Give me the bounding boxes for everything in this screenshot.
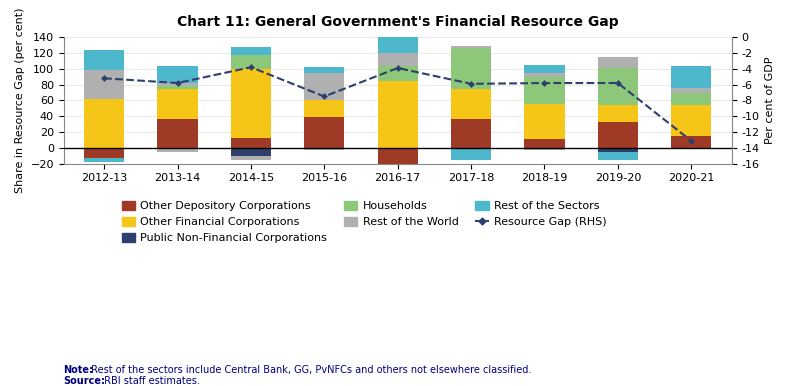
Bar: [525, 139, 565, 148]
Bar: [84, 69, 124, 99]
Text: RBI staff estimates.: RBI staff estimates.: [101, 376, 200, 386]
Y-axis label: Per cent of GDP: Per cent of GDP: [765, 57, 775, 144]
Bar: [304, 73, 344, 100]
Text: Note:: Note:: [63, 365, 93, 375]
Bar: [451, 148, 491, 160]
Text: Rest of the sectors include Central Bank, GG, PvNFCs and others not elsewhere cl: Rest of the sectors include Central Bank…: [88, 365, 532, 375]
Bar: [671, 88, 712, 93]
Bar: [378, 165, 418, 167]
Bar: [525, 77, 565, 104]
Bar: [378, 66, 418, 81]
Bar: [378, 148, 418, 165]
Bar: [598, 148, 638, 152]
Bar: [525, 148, 565, 149]
Text: Source:: Source:: [63, 376, 105, 386]
Bar: [671, 136, 712, 148]
Bar: [231, 55, 271, 69]
Legend: Other Depository Corporations, Other Financial Corporations, Public Non-Financia: Other Depository Corporations, Other Fin…: [122, 201, 607, 244]
Bar: [157, 90, 198, 119]
Bar: [525, 73, 565, 77]
Bar: [84, 50, 124, 69]
Bar: [157, 83, 198, 86]
Bar: [451, 119, 491, 148]
Bar: [304, 67, 344, 73]
Bar: [525, 104, 565, 139]
Bar: [671, 105, 712, 136]
Bar: [84, 99, 124, 148]
Bar: [378, 53, 418, 66]
Bar: [231, 138, 271, 148]
Bar: [231, 69, 271, 138]
Title: Chart 11: General Government's Financial Resource Gap: Chart 11: General Government's Financial…: [177, 15, 619, 29]
Bar: [157, 119, 198, 148]
Bar: [451, 48, 491, 90]
Bar: [231, 47, 271, 55]
Bar: [231, 156, 271, 160]
Bar: [451, 90, 491, 119]
Y-axis label: Share in Resource Gap (per cent): Share in Resource Gap (per cent): [15, 8, 25, 193]
Bar: [157, 66, 198, 83]
Bar: [304, 148, 344, 150]
Bar: [231, 148, 271, 156]
Bar: [525, 65, 565, 73]
Bar: [671, 93, 712, 105]
Bar: [598, 122, 638, 148]
Bar: [378, 37, 418, 53]
Bar: [157, 86, 198, 90]
Bar: [598, 68, 638, 105]
Bar: [598, 152, 638, 160]
Bar: [157, 148, 198, 152]
Bar: [671, 66, 712, 88]
Bar: [598, 105, 638, 122]
Bar: [304, 117, 344, 148]
Bar: [84, 148, 124, 158]
Bar: [84, 158, 124, 162]
Bar: [451, 46, 491, 48]
Bar: [598, 57, 638, 68]
Bar: [304, 100, 344, 117]
Bar: [378, 81, 418, 148]
